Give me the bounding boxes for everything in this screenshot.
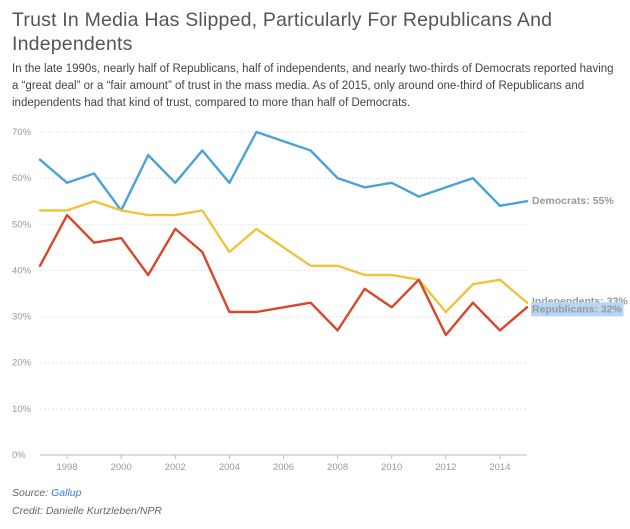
x-tick-label: 2002 — [165, 462, 186, 473]
y-tick-label: 20% — [12, 358, 32, 369]
series-layer — [38, 130, 529, 337]
x-tick-label: 2014 — [489, 462, 510, 473]
republicans-end-label: Republicans: 32% — [532, 303, 623, 315]
label-layer: Democrats: 55%Independents: 33%Republica… — [531, 195, 628, 317]
y-tick-label: 60% — [12, 173, 32, 184]
x-tick-label: 2010 — [381, 462, 402, 473]
republicans-label-highlight — [531, 302, 624, 317]
y-tick-label: 10% — [12, 404, 32, 415]
democrats-line — [38, 130, 529, 212]
x-tick-label: 2012 — [435, 462, 456, 473]
source-label: Source: — [12, 487, 49, 499]
democrats-end-label: Democrats: 55% — [532, 195, 614, 207]
republicans-line — [38, 213, 529, 337]
source-link[interactable]: Gallup — [51, 487, 82, 499]
y-tick-label: 70% — [12, 127, 32, 138]
chart-title: Trust In Media Has Slipped, Particularly… — [12, 9, 553, 55]
y-tick-label: 30% — [12, 312, 32, 323]
source-line: Source: Gallup — [12, 487, 81, 499]
x-tick-label: 1998 — [56, 462, 77, 473]
independents-line — [38, 199, 529, 314]
chart-description: In the late 1990s, nearly half of Republ… — [12, 63, 614, 109]
credit-line: Credit: Danielle Kurtzleben/NPR — [12, 505, 162, 517]
x-tick-label: 2000 — [111, 462, 132, 473]
y-tick-label: 40% — [12, 265, 32, 276]
axis-layer: 0% 10% 20% 30% 40% 50% 60% 70% 1998 2000 2002 2004 2… — [12, 127, 511, 473]
y-tick-label: 50% — [12, 219, 32, 230]
y-tick-label: 0% — [12, 450, 26, 461]
x-tick-label: 2004 — [219, 462, 240, 473]
x-tick-label: 2006 — [273, 462, 294, 473]
grid-layer — [40, 131, 527, 456]
x-tick-label: 2008 — [327, 462, 348, 473]
